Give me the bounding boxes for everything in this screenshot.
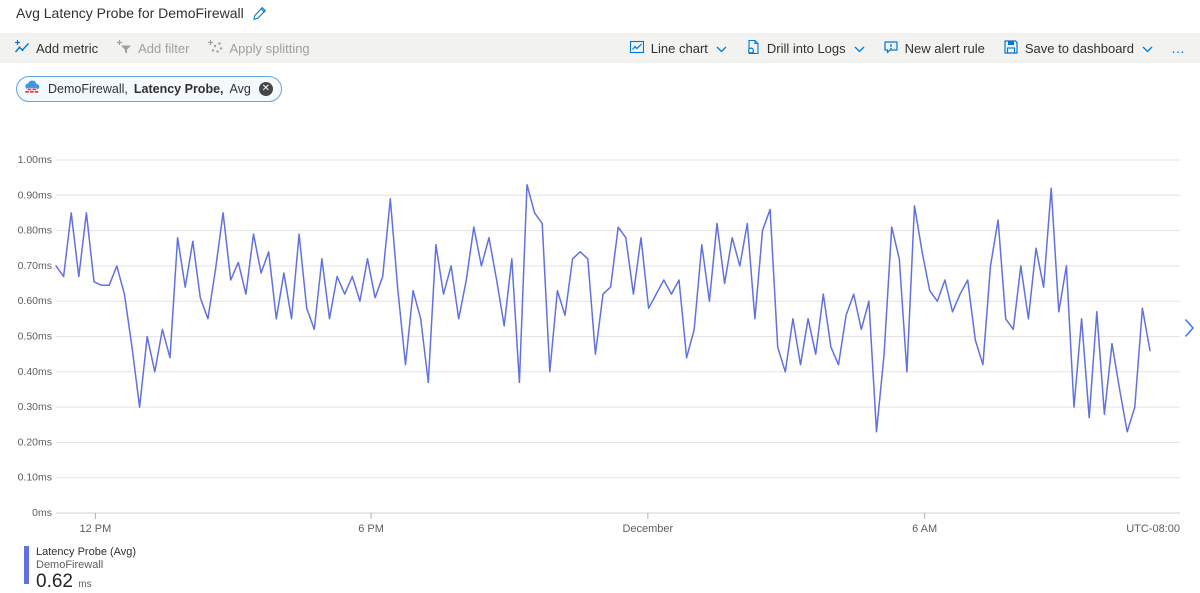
legend-value: 0.62 ms xyxy=(36,571,92,592)
svg-text:0.10ms: 0.10ms xyxy=(18,472,52,484)
chart-toolbar: Add metric Add filter xyxy=(0,33,1200,63)
firewall-icon xyxy=(24,80,42,98)
add-metric-button[interactable]: Add metric xyxy=(14,39,98,58)
svg-text:6 PM: 6 PM xyxy=(358,523,384,535)
close-icon[interactable]: ✕ xyxy=(258,82,273,96)
legend-color-bar xyxy=(24,546,29,584)
svg-text:1.00ms: 1.00ms xyxy=(18,154,52,166)
svg-text:0.30ms: 0.30ms xyxy=(18,401,52,413)
apply-splitting-icon xyxy=(207,39,223,58)
pan-right-chevron-icon[interactable] xyxy=(1184,318,1195,343)
legend-resource-name: DemoFirewall xyxy=(36,559,104,571)
svg-text:0.50ms: 0.50ms xyxy=(18,331,52,343)
svg-text:0.80ms: 0.80ms xyxy=(18,225,52,237)
add-filter-button: Add filter xyxy=(116,39,189,58)
svg-text:UTC-08:00: UTC-08:00 xyxy=(1126,523,1180,535)
chevron-down-icon xyxy=(716,41,727,56)
drill-into-logs-button[interactable]: Drill into Logs xyxy=(745,39,865,58)
svg-text:December: December xyxy=(622,523,673,535)
svg-text:0ms: 0ms xyxy=(32,507,52,519)
legend-metric-name: Latency Probe (Avg) xyxy=(36,546,137,558)
add-metric-label: Add metric xyxy=(36,40,99,56)
add-filter-icon xyxy=(116,39,132,58)
svg-text:0.90ms: 0.90ms xyxy=(18,189,52,201)
metric-pill[interactable]: DemoFirewall, Latency Probe, Avg ✕ xyxy=(16,76,282,102)
svg-text:0.70ms: 0.70ms xyxy=(18,260,52,272)
chart-legend: Latency Probe (Avg) DemoFirewall 0.62 ms xyxy=(24,546,136,593)
drill-into-logs-icon xyxy=(745,39,761,58)
pill-metric: Latency Probe, xyxy=(133,82,224,96)
pill-resource: DemoFirewall, xyxy=(48,82,128,96)
add-filter-label: Add filter xyxy=(138,40,190,56)
pill-aggregation: Avg xyxy=(229,82,251,96)
add-metric-icon xyxy=(14,39,30,58)
chart-title-row: Avg Latency Probe for DemoFirewall xyxy=(16,5,268,21)
more-options-button[interactable]: … xyxy=(1171,40,1186,56)
more-icon: … xyxy=(1171,40,1186,56)
drill-into-logs-label: Drill into Logs xyxy=(766,40,846,56)
save-icon xyxy=(1003,39,1019,58)
legend-unit: ms xyxy=(78,579,92,590)
pencil-icon[interactable] xyxy=(252,5,268,21)
save-to-dashboard-button[interactable]: Save to dashboard xyxy=(1003,39,1153,58)
metric-pill-row: DemoFirewall, Latency Probe, Avg ✕ xyxy=(16,76,282,102)
save-to-dashboard-label: Save to dashboard xyxy=(1024,40,1134,56)
new-alert-rule-button[interactable]: New alert rule xyxy=(883,39,985,58)
chevron-down-icon xyxy=(854,41,865,56)
metric-line-chart: 1.00ms 0.90ms 0.80ms 0.70ms 0.60ms 0.50ms 0.40… xyxy=(18,154,1180,535)
line-chart-label: Line chart xyxy=(650,40,708,56)
svg-text:0.40ms: 0.40ms xyxy=(18,366,52,378)
apply-splitting-button: Apply splitting xyxy=(207,39,310,58)
toolbar-right-group: Line chart Drill into Logs xyxy=(629,39,1186,58)
new-alert-rule-label: New alert rule xyxy=(904,40,985,56)
new-alert-rule-icon xyxy=(883,39,899,58)
chevron-down-icon xyxy=(1142,41,1153,56)
line-chart-icon xyxy=(629,39,645,58)
toolbar-left-group: Add metric Add filter xyxy=(14,39,310,58)
svg-text:12 PM: 12 PM xyxy=(79,523,111,535)
page-title: Avg Latency Probe for DemoFirewall xyxy=(16,5,244,21)
apply-splitting-label: Apply splitting xyxy=(229,40,310,56)
svg-text:0.20ms: 0.20ms xyxy=(18,436,52,448)
svg-text:6 AM: 6 AM xyxy=(912,523,937,535)
line-chart-selector[interactable]: Line chart xyxy=(629,39,727,58)
svg-text:0.60ms: 0.60ms xyxy=(18,295,52,307)
